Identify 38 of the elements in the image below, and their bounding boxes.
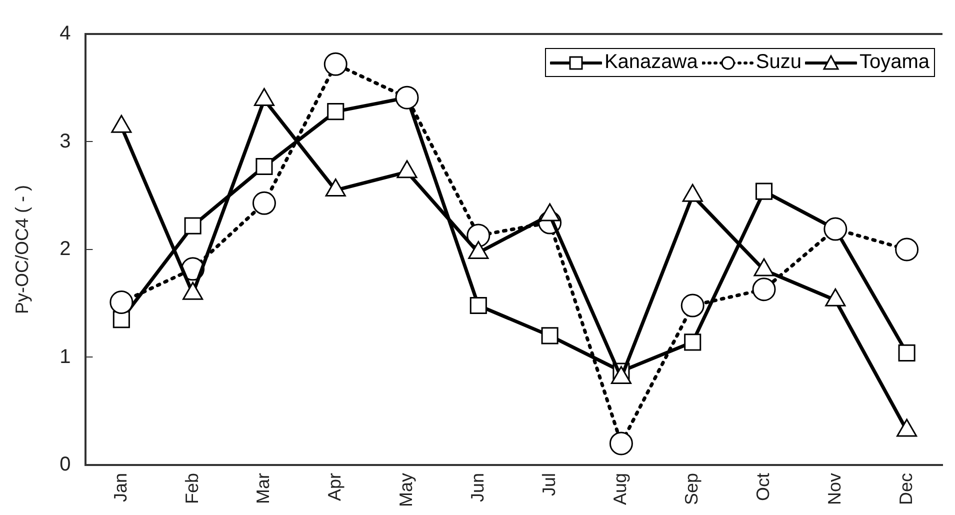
point	[755, 182, 773, 200]
legend-label: Suzu	[756, 51, 802, 74]
x-tick-label: Mar	[253, 472, 274, 504]
point	[470, 297, 487, 314]
point	[609, 432, 633, 456]
point	[824, 217, 848, 241]
point	[466, 224, 490, 248]
y-tick-label: 2	[60, 238, 71, 260]
point	[684, 334, 702, 351]
point	[680, 294, 704, 318]
x-tick-label: Nov	[824, 472, 844, 506]
y-axis-title: Py-OC/OC4 ( - )	[12, 185, 32, 314]
x-tick-label: Jun	[467, 472, 488, 502]
x-tick-label: Oct	[752, 472, 773, 502]
point	[898, 344, 916, 362]
x-tick-label: Dec	[896, 472, 916, 506]
point	[324, 52, 348, 76]
point	[752, 278, 776, 302]
x-tick-label: May	[396, 472, 416, 508]
legend-label: Kanazawa	[604, 51, 698, 74]
x-tick-label: Jan	[110, 472, 130, 502]
y-tick-label: 3	[60, 130, 71, 152]
x-tick-label: Apr	[324, 472, 345, 502]
point	[895, 238, 919, 262]
point	[256, 158, 273, 176]
y-tick-label: 1	[60, 346, 71, 368]
x-tick-label: Jul	[538, 472, 559, 496]
point	[541, 327, 558, 344]
x-tick-label: Feb	[182, 472, 202, 504]
y-tick-label: 0	[60, 454, 71, 476]
point	[252, 191, 276, 215]
point	[110, 290, 134, 314]
point	[184, 217, 202, 234]
x-tick-label: Aug	[610, 472, 630, 506]
x-tick-label: Sep	[682, 472, 702, 506]
y-tick-label: 4	[60, 22, 71, 45]
legend-label: Toyama	[859, 51, 930, 74]
point	[327, 103, 344, 120]
